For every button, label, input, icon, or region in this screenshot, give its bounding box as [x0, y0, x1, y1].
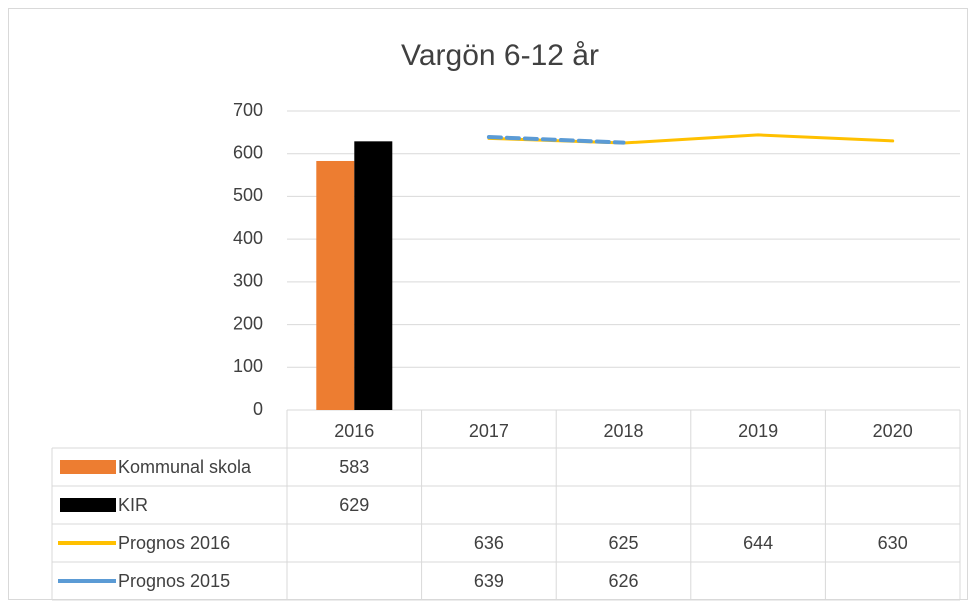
legend-key — [60, 460, 116, 474]
table-value: 636 — [474, 533, 504, 553]
x-tick-label: 2017 — [469, 421, 509, 441]
x-tick-label: 2020 — [873, 421, 913, 441]
x-tick-label: 2018 — [603, 421, 643, 441]
legend-label: Prognos 2016 — [118, 533, 230, 553]
y-tick-label: 400 — [233, 228, 263, 248]
y-tick-label: 500 — [233, 185, 263, 205]
x-tick-label: 2019 — [738, 421, 778, 441]
table-value: 629 — [339, 495, 369, 515]
line-series — [486, 135, 626, 145]
legend-label: Prognos 2015 — [118, 571, 230, 591]
chart-border — [8, 8, 968, 600]
table-value: 626 — [608, 571, 638, 591]
y-tick-label: 700 — [233, 100, 263, 120]
table-value: 583 — [339, 457, 369, 477]
y-tick-label: 100 — [233, 356, 263, 376]
table-value: 630 — [878, 533, 908, 553]
bar — [354, 141, 393, 410]
y-tick-label: 0 — [253, 399, 263, 419]
table-value: 625 — [608, 533, 638, 553]
bar — [316, 160, 355, 410]
table-value: 644 — [743, 533, 773, 553]
table-value: 639 — [474, 571, 504, 591]
x-tick-label: 2016 — [334, 421, 374, 441]
y-tick-label: 200 — [233, 313, 263, 333]
legend-key — [60, 498, 116, 512]
y-tick-label: 600 — [233, 142, 263, 162]
legend-label: KIR — [118, 495, 148, 515]
legend-label: Kommunal skola — [118, 457, 252, 477]
y-tick-label: 300 — [233, 271, 263, 291]
chart-title: Vargön 6-12 år — [401, 39, 599, 72]
